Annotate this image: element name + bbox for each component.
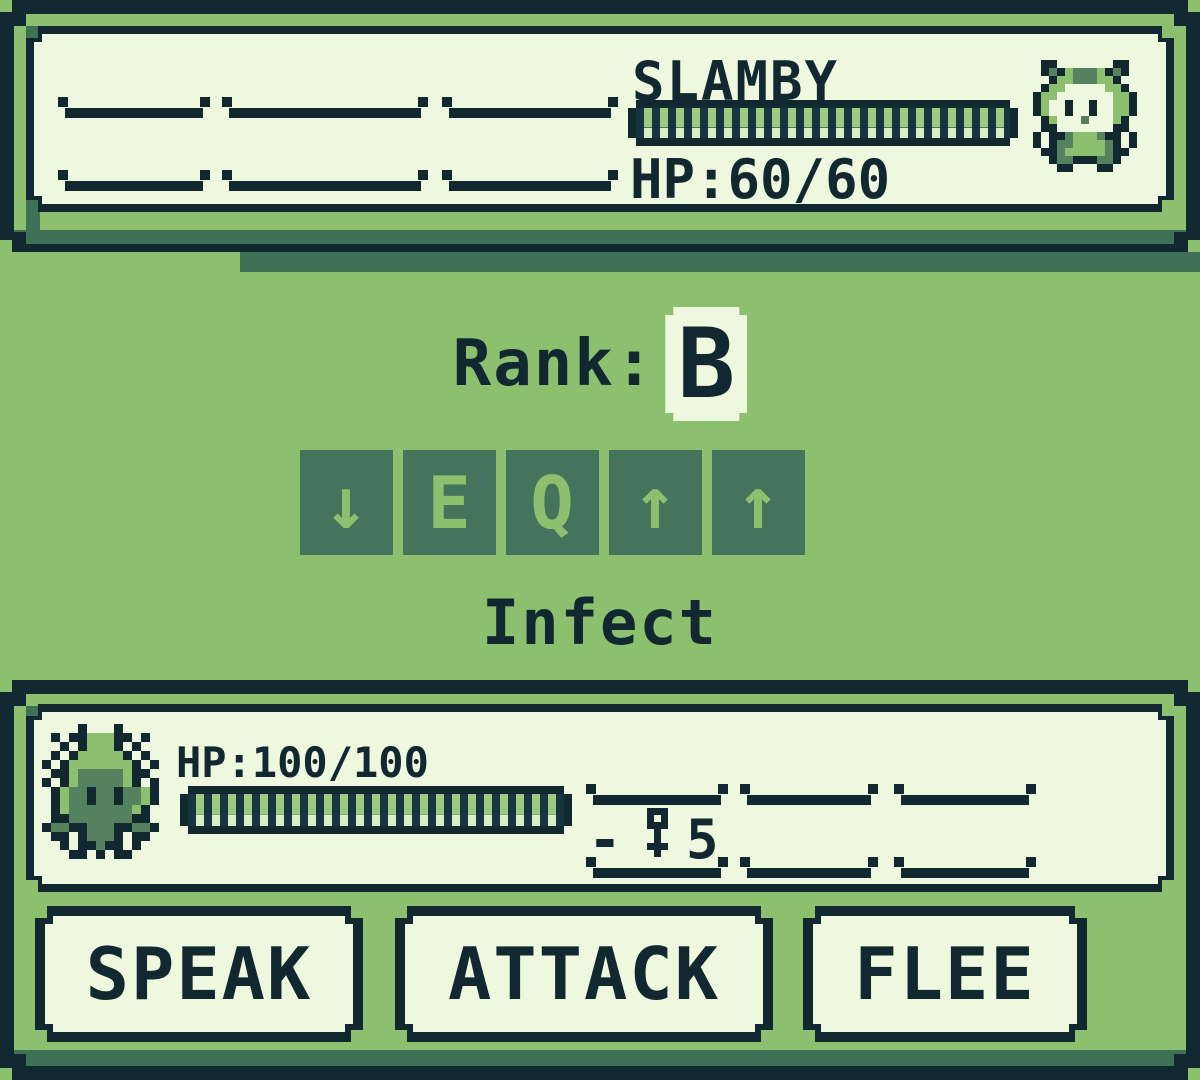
enemy-hp-bar <box>628 100 1018 146</box>
speak-button[interactable]: SPEAK <box>35 906 363 1042</box>
enemy-hp-fill <box>636 108 1010 138</box>
rank-badge: B <box>665 307 747 421</box>
empty-slot <box>894 784 1036 805</box>
empty-slot <box>586 857 728 878</box>
speak-button-label: SPEAK <box>45 916 353 1032</box>
up-arrow-icon: ↑ <box>736 460 780 545</box>
empty-slot <box>222 170 428 191</box>
empty-slot <box>740 857 878 878</box>
empty-slot <box>442 97 618 118</box>
player-sprite <box>42 724 159 859</box>
player-hp-bar <box>180 786 572 834</box>
combo-key-row: ↓ E Q ↑ ↑ <box>0 450 1200 555</box>
empty-slot <box>894 857 1036 878</box>
enemy-hp-text: HP:60/60 <box>630 148 891 211</box>
attack-button[interactable]: ATTACK <box>395 906 773 1042</box>
move-name: Infect <box>482 586 718 659</box>
enemy-panel: SLAMBY HP:60/60 <box>0 0 1200 252</box>
down-arrow-key: ↓ <box>299 450 393 555</box>
cost-minus-sign: - <box>588 808 622 873</box>
attack-button-label: ATTACK <box>405 916 763 1032</box>
player-hp-text: HP:100/100 <box>176 738 429 787</box>
empty-slot <box>740 784 878 805</box>
player-hp-fill <box>188 794 564 826</box>
empty-slot <box>222 97 428 118</box>
player-info-box: HP:100/100 - 5 <box>26 704 1174 892</box>
q-key: Q <box>505 450 599 555</box>
rank-label: Rank: <box>452 327 656 401</box>
key-icon <box>640 808 675 857</box>
up-arrow-key: ↑ <box>711 450 805 555</box>
e-key: E <box>402 450 496 555</box>
down-arrow-icon: ↓ <box>324 460 368 545</box>
corner-step <box>26 706 38 718</box>
enemy-info-box: SLAMBY HP:60/60 <box>26 26 1174 212</box>
up-arrow-icon: ↑ <box>633 460 677 545</box>
cost-amount: 5 <box>686 808 719 871</box>
up-arrow-key: ↑ <box>608 450 702 555</box>
e-key-label: E <box>427 460 471 545</box>
enemy-panel-drop-shadow <box>240 252 1200 272</box>
frame-shade <box>14 1050 1186 1066</box>
flee-button[interactable]: FLEE <box>803 906 1087 1042</box>
player-info-inner: HP:100/100 - 5 <box>34 712 1166 884</box>
q-key-label: Q <box>530 460 574 545</box>
empty-slot <box>586 784 728 805</box>
rank-row: Rank: B <box>0 306 1200 422</box>
empty-slot <box>58 97 210 118</box>
enemy-sprite <box>1033 60 1137 172</box>
flee-button-label: FLEE <box>813 916 1077 1032</box>
empty-slot <box>442 170 618 191</box>
frame-shade <box>14 230 1186 244</box>
player-panel: HP:100/100 - 5 SPEAK ATTACK FLEE <box>0 680 1200 1080</box>
enemy-info-inner: SLAMBY HP:60/60 <box>34 34 1166 204</box>
corner-step <box>26 26 38 38</box>
empty-slot <box>58 170 210 191</box>
